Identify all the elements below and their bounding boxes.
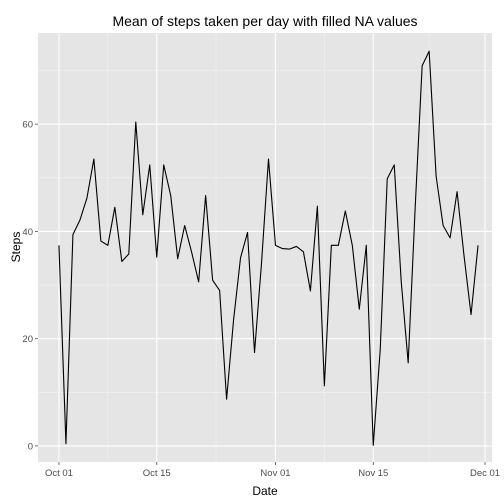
y-tick-label: 20 [22,334,33,345]
series-line [58,50,479,446]
x-tick-label: Dec 01 [470,468,500,479]
y-tick-label: 40 [22,227,33,238]
chart-title: Mean of steps taken per day with filled … [112,13,417,29]
y-axis: 0 20 40 60 [22,120,38,452]
x-axis: Oct 01 Oct 15 Nov 01 Nov 15 Dec 01 [45,462,500,479]
y-tick-label: 0 [28,441,33,452]
x-tick-label: Oct 15 [143,468,171,479]
plot-panel [38,33,492,462]
x-tick-label: Oct 01 [45,468,73,479]
y-axis-label: Steps [9,232,23,263]
x-axis-label: Date [252,484,278,498]
x-tick-label: Nov 15 [358,468,388,479]
minor-gridlines [38,33,492,462]
x-tick-label: Nov 01 [260,468,290,479]
y-tick-label: 60 [22,120,33,131]
